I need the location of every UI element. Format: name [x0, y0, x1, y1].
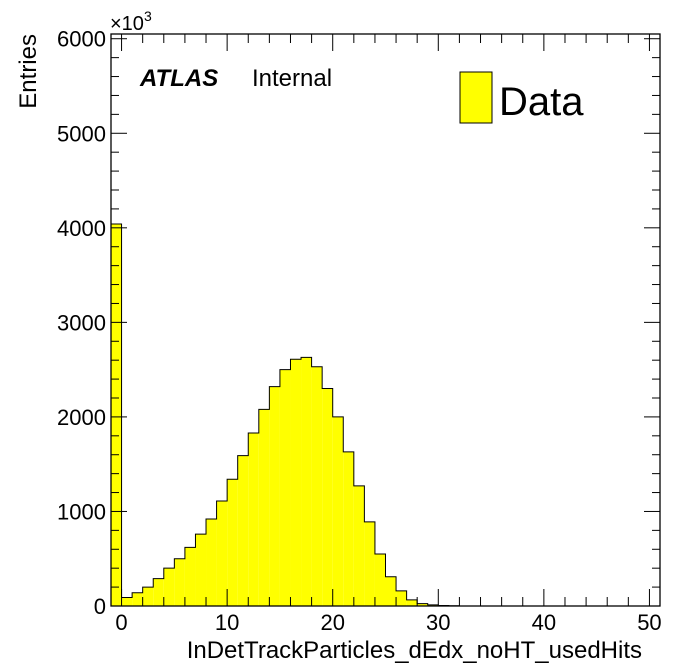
histogram-bar [311, 366, 323, 606]
x-axis-title: InDetTrackParticles_dEdx_noHT_usedHits [187, 637, 642, 664]
histogram-bar [385, 576, 397, 606]
histogram-bar [216, 501, 228, 606]
histogram-bar [301, 357, 312, 606]
histogram-bar [353, 485, 365, 606]
histogram-bar [290, 359, 302, 606]
histogram-bar [111, 224, 122, 606]
y-multiplier: ×103 [110, 8, 152, 35]
y-tick-label: 1000 [57, 499, 106, 524]
histogram-bar [227, 479, 238, 606]
histogram-bar [343, 451, 354, 606]
internal-label: Internal [252, 65, 332, 92]
histogram-bar [163, 568, 175, 606]
y-tick-label: 0 [94, 594, 106, 619]
histogram-bar [153, 578, 164, 606]
histogram-bar [132, 592, 143, 606]
x-tick-label: 10 [215, 610, 239, 635]
histogram-bar [396, 590, 407, 606]
x-tick-label: 20 [320, 610, 344, 635]
histogram-bar [237, 455, 249, 606]
x-tick-label: 50 [637, 610, 661, 635]
y-tick-label: 5000 [57, 121, 106, 146]
histogram-bar [174, 558, 185, 606]
legend: Data [459, 71, 584, 124]
plot-frame [110, 33, 661, 607]
histogram-bar [184, 547, 196, 606]
x-tick-label: 0 [115, 610, 127, 635]
legend-label: Data [499, 80, 584, 124]
x-tick-label: 30 [426, 610, 450, 635]
histogram-bar [142, 587, 154, 606]
y-multiplier-exponent: 3 [144, 8, 152, 24]
histogram-bar [406, 599, 418, 606]
histogram-bar [121, 597, 133, 606]
histogram-bar [269, 386, 280, 606]
atlas-label: ATLAS [139, 65, 218, 92]
y-tick-label: 3000 [57, 310, 106, 335]
histogram-bar [364, 521, 375, 606]
histogram-bar [332, 416, 344, 606]
y-tick-label: 2000 [57, 405, 106, 430]
histogram-bar [258, 409, 270, 606]
y-tick-label: 4000 [57, 216, 106, 241]
axis-tick-labels: 0 10 20 30 40 50 0 1000 2000 3000 4000 5000 6000 [57, 27, 662, 635]
axis-ticks [111, 34, 660, 607]
histogram-bar [248, 432, 259, 606]
histogram-bar [206, 519, 217, 606]
y-multiplier-base: ×10 [110, 13, 144, 35]
histogram-bar [322, 388, 333, 606]
histogram-bar [279, 369, 291, 606]
histogram-bar [195, 534, 207, 606]
histogram-bar [417, 603, 428, 606]
y-tick-label: 6000 [57, 27, 106, 52]
histogram-bars [110, 223, 660, 607]
x-tick-label: 40 [532, 610, 556, 635]
y-axis-title: Entries [15, 34, 42, 109]
legend-swatch [459, 71, 493, 124]
histogram-bar [374, 554, 386, 606]
